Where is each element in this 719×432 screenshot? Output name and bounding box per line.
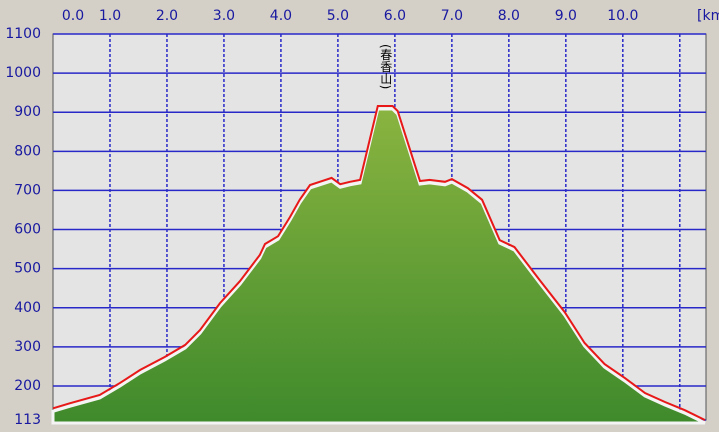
x-tick-label: 10.0 bbox=[607, 8, 638, 24]
y-tick-label: 400 bbox=[14, 300, 41, 316]
y-tick-label: 200 bbox=[14, 378, 41, 394]
line bbox=[52, 105, 706, 421]
x-unit-label: [km bbox=[697, 8, 719, 24]
x-tick-label: 0.0 bbox=[62, 8, 84, 24]
annotation: (春香山) bbox=[379, 44, 393, 89]
x-tick-label: 1.0 bbox=[99, 8, 121, 24]
x-tick-label: 5.0 bbox=[327, 8, 349, 24]
y-tick-label: 500 bbox=[14, 261, 41, 277]
y-tick-label: 800 bbox=[14, 143, 41, 159]
y-tick-label: 600 bbox=[14, 222, 41, 238]
x-tick-label: 4.0 bbox=[270, 8, 292, 24]
y-tick-label: 1100 bbox=[5, 26, 41, 42]
x-tick-label: 7.0 bbox=[441, 8, 463, 24]
x-tick-label: 9.0 bbox=[555, 8, 577, 24]
x-tick-label: 2.0 bbox=[156, 8, 178, 24]
y-tick-label: 1000 bbox=[5, 65, 41, 81]
y-tick-label: 300 bbox=[14, 339, 41, 355]
x-tick-label: 3.0 bbox=[213, 8, 235, 24]
y-tick-label: 700 bbox=[14, 182, 41, 198]
x-tick-label: 6.0 bbox=[384, 8, 406, 24]
y-tick-label: 900 bbox=[14, 104, 41, 120]
y-tick-label: 113 bbox=[14, 412, 41, 428]
x-tick-label: 8.0 bbox=[498, 8, 520, 24]
